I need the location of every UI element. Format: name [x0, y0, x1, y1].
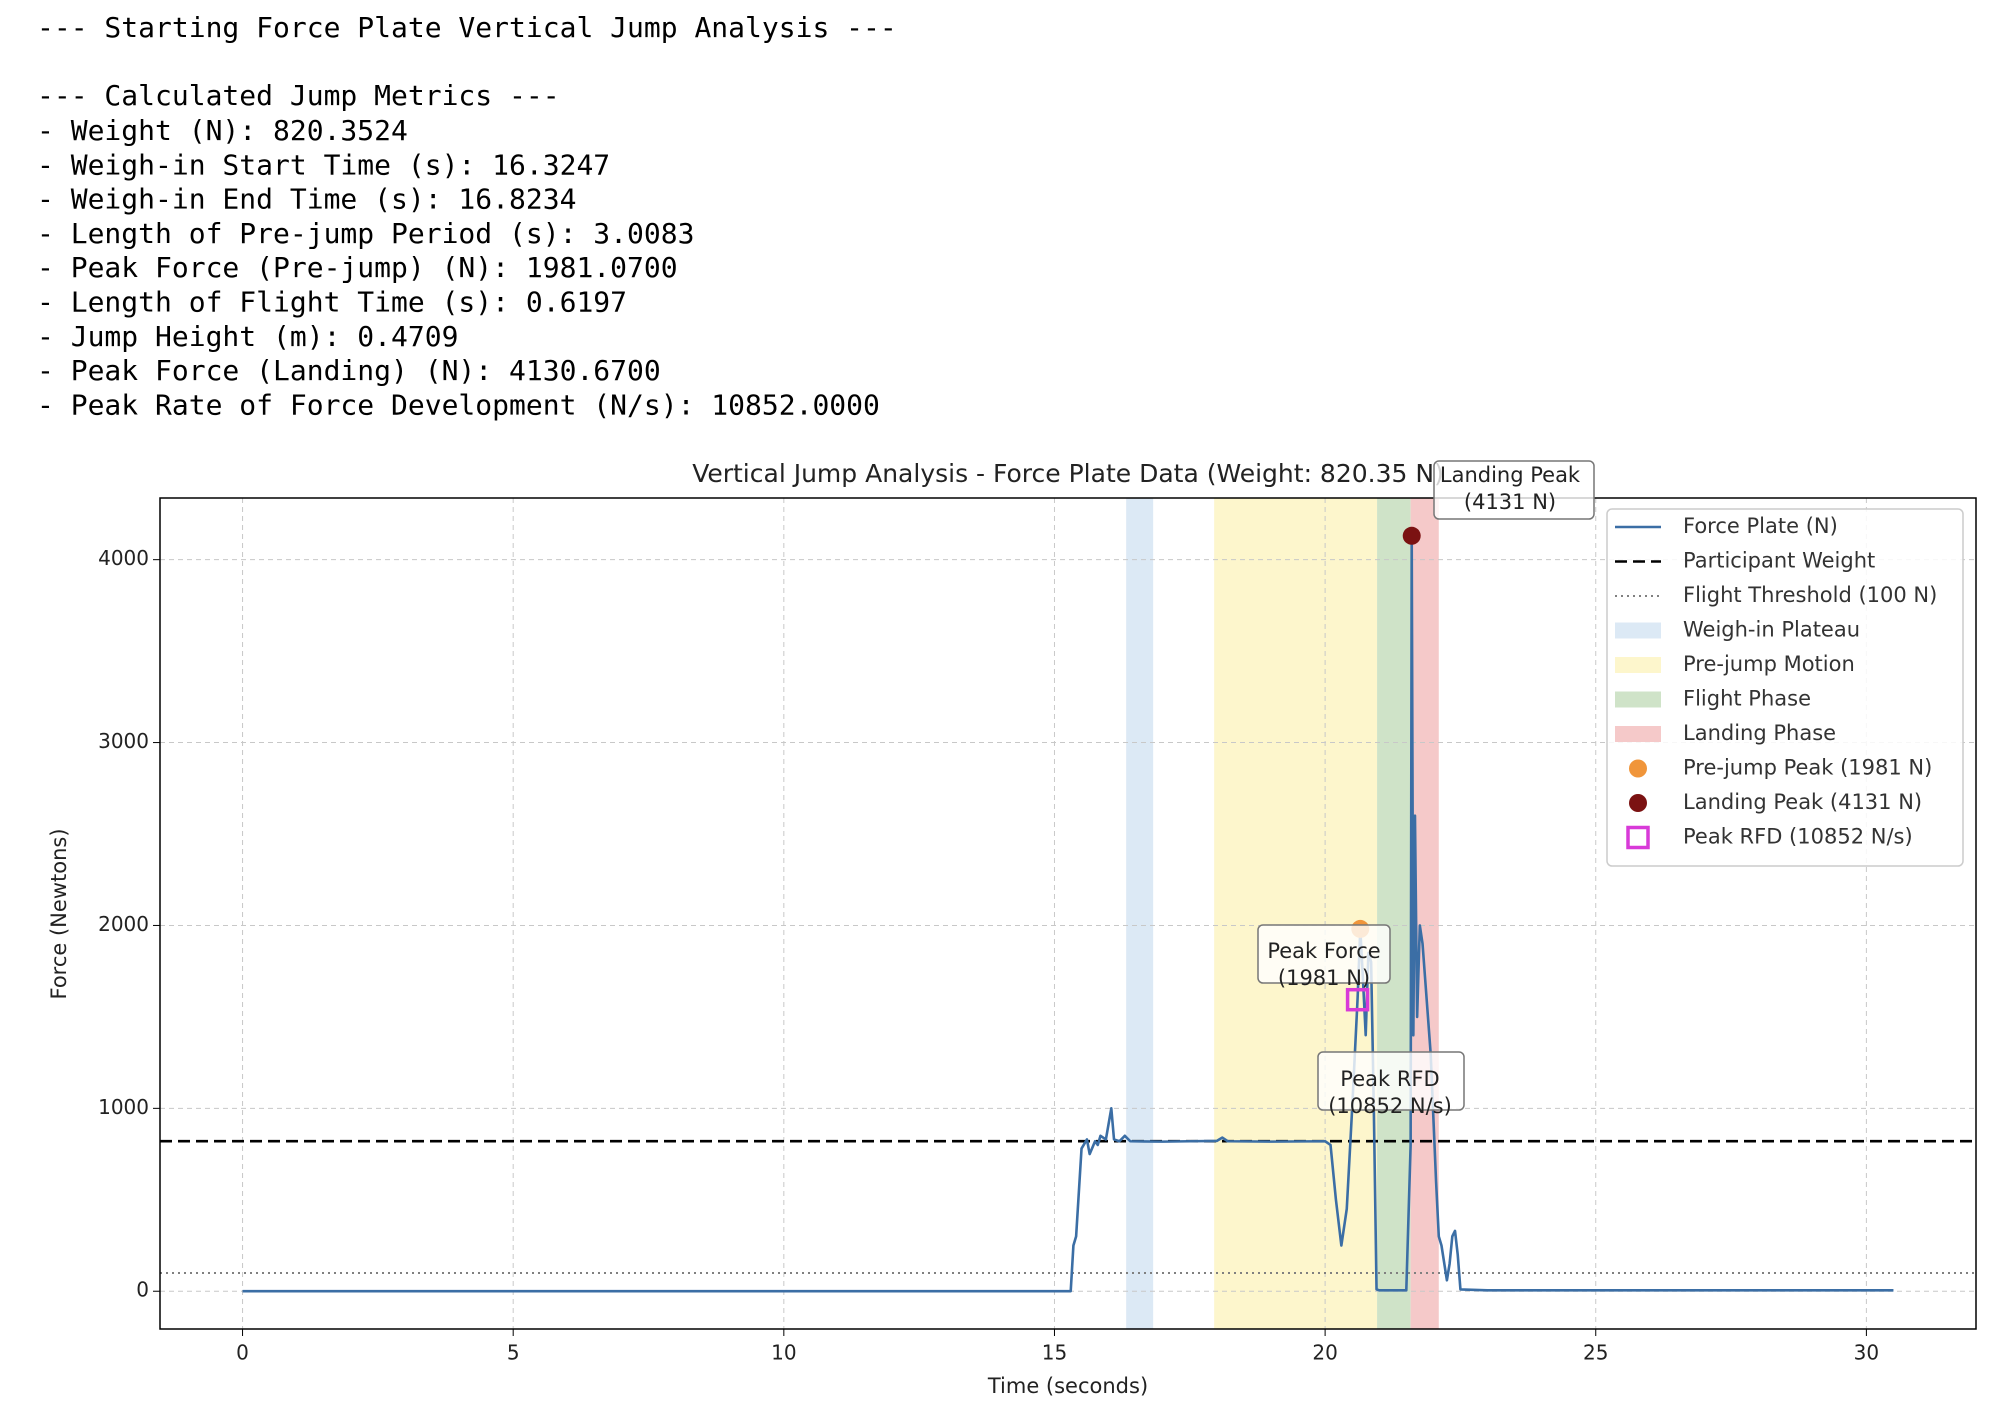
x-tick-label: 25	[1583, 1341, 1608, 1365]
legend-label: Flight Threshold (100 N)	[1683, 583, 1937, 607]
phase-span	[1214, 498, 1378, 1329]
x-tick-label: 30	[1854, 1341, 1879, 1365]
annotation-text: (10852 N/s)	[1328, 1094, 1452, 1118]
y-tick-label: 4000	[98, 546, 149, 570]
legend-label: Landing Peak (4131 N)	[1683, 790, 1922, 814]
annotation-box	[1433, 460, 1595, 520]
console-line: - Length of Flight Time (s): 0.6197	[37, 286, 627, 319]
legend-swatch	[1629, 759, 1647, 778]
console-line: - Weigh-in Start Time (s): 16.3247	[37, 148, 610, 181]
legend-label: Landing Phase	[1683, 721, 1836, 745]
legend-label: Weigh-in Plateau	[1683, 618, 1860, 642]
annotation-text: Peak Force	[1267, 939, 1380, 963]
console-line: - Jump Height (m): 0.4709	[37, 320, 458, 353]
y-tick-label: 3000	[98, 729, 149, 753]
x-tick-label: 15	[1042, 1341, 1067, 1365]
annotation-text: Peak RFD	[1340, 1067, 1439, 1091]
console-line: - Length of Pre-jump Period (s): 3.0083	[37, 217, 694, 250]
phase-span	[1126, 498, 1154, 1329]
legend-label: Force Plate (N)	[1683, 514, 1838, 538]
console-lines: - Weight (N): 820.3524- Weigh-in Start T…	[37, 114, 880, 421]
legend-swatch	[1615, 691, 1661, 708]
annotation-text: (4131 N)	[1464, 490, 1556, 514]
console-line: - Weight (N): 820.3524	[37, 114, 408, 147]
plot: 0 5 10 15 20 25 30 0 1000 2000 3000 4000 Landing Pea…	[98, 460, 1977, 1365]
legend-label: Pre-jump Peak (1981 N)	[1683, 756, 1932, 780]
y-axis-label: Force (Newtons)	[47, 828, 71, 999]
console-section: --- Calculated Jump Metrics ---	[37, 79, 560, 112]
legend-swatch	[1626, 825, 1650, 850]
legend-swatch	[1615, 726, 1661, 742]
console-line: - Peak Force (Landing) (N): 4130.6700	[37, 354, 661, 387]
legend-label: Participant Weight	[1683, 549, 1875, 573]
legend-label: Pre-jump Motion	[1683, 652, 1855, 676]
y-tick-label: 2000	[98, 912, 149, 936]
legend-label: Flight Phase	[1683, 687, 1811, 711]
x-tick-label: 10	[771, 1341, 796, 1365]
legend-swatch	[1629, 794, 1647, 812]
annotation-box	[1257, 924, 1391, 984]
x-tick-label: 5	[507, 1341, 520, 1365]
legend-swatch	[1615, 657, 1661, 673]
phase-span	[1377, 498, 1411, 1329]
peak-marker	[1402, 526, 1421, 545]
legend-swatch	[1615, 622, 1661, 639]
y-tick-label: 0	[136, 1278, 149, 1302]
console-line: - Peak Force (Pre-jump) (N): 1981.0700	[37, 251, 678, 284]
annotation-text: Landing Peak	[1440, 463, 1581, 487]
annotation-text: (1981 N)	[1278, 966, 1370, 990]
legend-box	[1606, 508, 1964, 867]
axes-frame	[159, 497, 1977, 1330]
x-tick-label: 20	[1312, 1341, 1337, 1365]
console-header: --- Starting Force Plate Vertical Jump A…	[37, 11, 897, 44]
console-line: - Weigh-in End Time (s): 16.8234	[37, 183, 576, 216]
y-tick-label: 1000	[98, 1095, 149, 1119]
legend-label: Peak RFD (10852 N/s)	[1683, 825, 1913, 849]
annotation-box	[1317, 1051, 1465, 1111]
x-axis-label: Time (seconds)	[987, 1374, 1148, 1398]
peak-marker	[1345, 987, 1370, 1012]
chart-title: Vertical Jump Analysis - Force Plate Dat…	[692, 459, 1444, 488]
x-tick-label: 0	[236, 1341, 249, 1365]
console-line: - Peak Rate of Force Development (N/s): …	[37, 388, 880, 421]
